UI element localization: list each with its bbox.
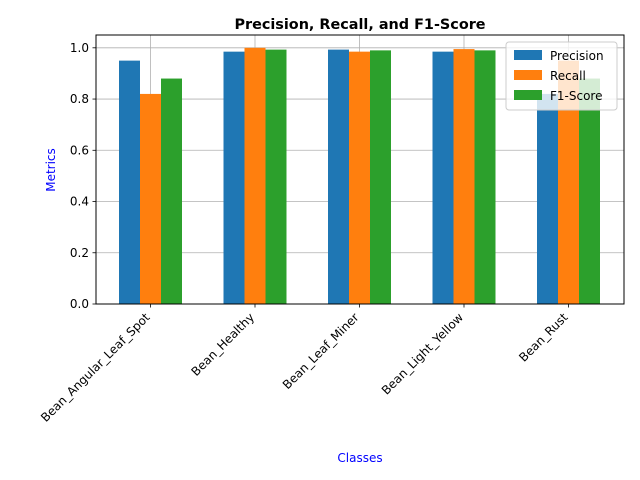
y-tick-label: 0.6 xyxy=(70,143,89,157)
bar-recall xyxy=(349,51,370,305)
legend-swatch xyxy=(514,50,542,60)
bar-precision xyxy=(328,49,349,304)
y-tick-label: 0.8 xyxy=(70,92,89,106)
bars xyxy=(119,47,600,305)
y-tick-label: 0.4 xyxy=(70,195,89,209)
plot-frame xyxy=(95,34,625,305)
bar-recall xyxy=(244,47,266,305)
bar-f1-score xyxy=(370,50,391,304)
bar-f1-score xyxy=(161,78,182,304)
legend-label: Precision xyxy=(550,49,604,63)
bar-recall xyxy=(558,60,579,304)
bar-precision xyxy=(537,93,558,304)
chart-title: Precision, Recall, and F1-Score xyxy=(234,17,485,33)
bar-precision xyxy=(119,60,140,304)
bar-f1-score xyxy=(474,50,496,304)
bar-recall xyxy=(140,93,161,304)
bar-recall xyxy=(453,49,475,304)
y-tick-label: 0.2 xyxy=(70,246,89,260)
bar-precision xyxy=(432,51,454,305)
legend-label: F1-Score xyxy=(550,89,602,103)
x-axis-label: Classes xyxy=(337,451,382,465)
y-tick-label: 0.0 xyxy=(70,297,89,311)
bar-f1-score xyxy=(579,78,600,304)
legend-swatch xyxy=(514,70,542,80)
y-axis: 0.0 0.2 0.4 0.6 0.8 1.0 xyxy=(70,41,96,311)
legend-label: Recall xyxy=(550,69,586,83)
y-axis-label: Metrics xyxy=(44,148,58,192)
bar-f1-score xyxy=(265,49,287,304)
bar-precision xyxy=(223,51,245,305)
legend-swatch xyxy=(514,90,542,100)
y-tick-label: 1.0 xyxy=(70,41,89,55)
legend: Precision Recall F1-Score xyxy=(505,41,618,111)
